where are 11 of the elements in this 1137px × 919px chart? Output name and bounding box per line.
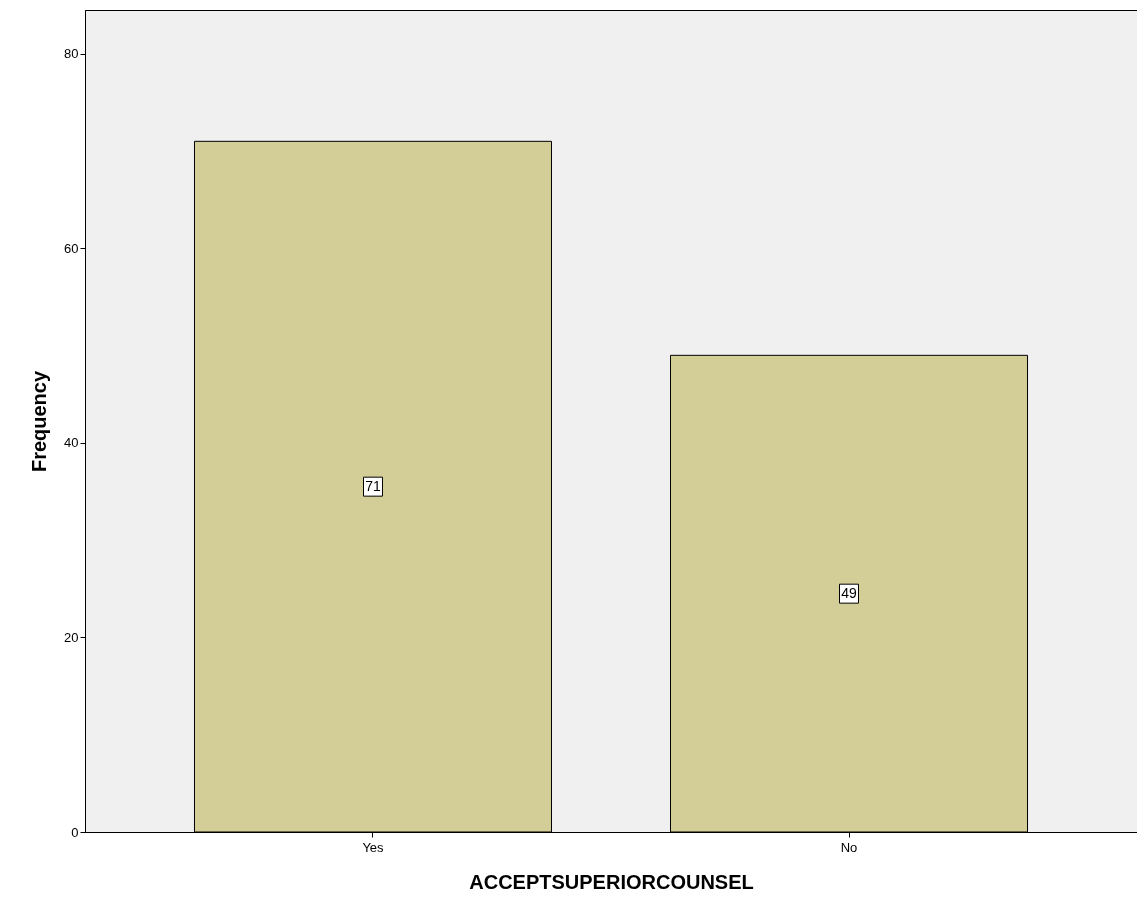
x-axis-title: ACCEPTSUPERIORCOUNSEL [469, 870, 754, 893]
data-label: 71 [365, 477, 381, 494]
x-tick-label: No [840, 839, 858, 855]
y-tick-label: 80 [64, 46, 79, 62]
y-axis-title: Frequency [28, 370, 51, 473]
data-label: 49 [841, 584, 858, 601]
y-tick-label: 0 [71, 824, 79, 840]
y-tick-label: 40 [64, 435, 79, 451]
y-tick-label: 60 [64, 240, 79, 256]
x-tick-label: Yes [362, 839, 385, 855]
y-tick-label: 20 [64, 629, 79, 645]
